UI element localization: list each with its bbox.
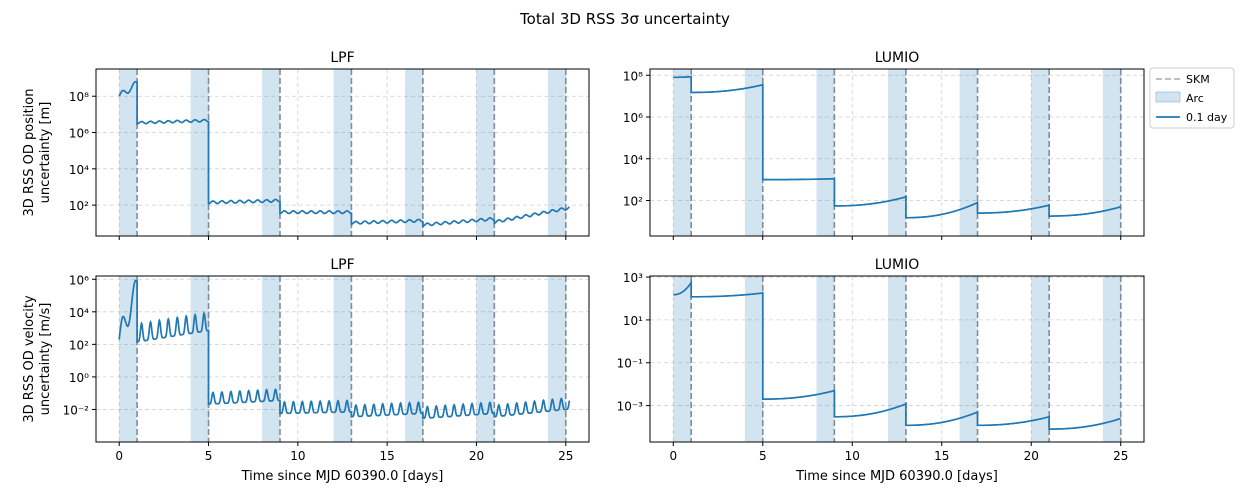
y-tick-label: 10⁴ bbox=[623, 153, 643, 167]
y-tick-label: 10⁶ bbox=[69, 273, 89, 287]
legend-label: 0.1 day bbox=[1186, 111, 1228, 124]
y-tick-label: 10⁻³ bbox=[617, 400, 644, 414]
arc-band bbox=[333, 69, 352, 236]
arc-band bbox=[673, 276, 692, 442]
subplot-title: LPF bbox=[330, 50, 354, 66]
plot-area bbox=[96, 69, 589, 236]
arc-band bbox=[888, 276, 906, 442]
arc-band bbox=[405, 276, 423, 442]
arc-band bbox=[959, 69, 978, 236]
series-line-0-1-day bbox=[673, 279, 1121, 430]
x-tick-label: 10 bbox=[290, 449, 305, 463]
y-tick-label: 10³ bbox=[623, 271, 643, 285]
subplot-4: 0 5 10 15 20 25 10⁻³ 10⁻¹ 10¹ 10³ LUMIO Time since … bbox=[617, 257, 1145, 484]
arc-band bbox=[476, 69, 495, 236]
subplot-title: LUMIO bbox=[875, 257, 920, 273]
arc-band bbox=[405, 69, 423, 236]
legend-label: Arc bbox=[1186, 92, 1204, 105]
y-axis-label: uncertainty [m] bbox=[38, 102, 53, 204]
legend-box bbox=[1149, 67, 1235, 129]
arc-band bbox=[673, 69, 692, 236]
x-tick-label: 0 bbox=[669, 449, 677, 463]
y-axis-label: uncertainty [m/s] bbox=[38, 303, 53, 416]
arc-band bbox=[262, 276, 280, 442]
series-line-0-1-day bbox=[118, 279, 571, 420]
arc-band bbox=[119, 276, 138, 442]
axes-frame bbox=[95, 68, 590, 237]
y-tick-label: 10⁶ bbox=[623, 111, 643, 125]
arc-band bbox=[1102, 69, 1121, 236]
x-tick-label: 25 bbox=[1113, 449, 1128, 463]
plot-area bbox=[96, 276, 589, 442]
arc-band bbox=[816, 69, 835, 236]
x-axis-label: Time since MJD 60390.0 [days] bbox=[241, 469, 444, 484]
x-axis-label: Time since MJD 60390.0 [days] bbox=[795, 469, 998, 484]
series-line-0-1-day bbox=[118, 80, 570, 227]
arc-band bbox=[744, 276, 763, 442]
x-tick-label: 0 bbox=[115, 449, 123, 463]
axes-frame bbox=[649, 275, 1145, 443]
plot-area bbox=[650, 276, 1144, 442]
x-tick-label: 20 bbox=[469, 449, 484, 463]
subplot-title: LPF bbox=[330, 257, 354, 273]
legend-swatch-arc bbox=[1155, 91, 1181, 103]
y-tick-label: 10⁴ bbox=[69, 163, 89, 177]
arc-band bbox=[190, 276, 209, 442]
x-tick-label: 15 bbox=[380, 449, 395, 463]
y-axis-label: 3D RSS OD position bbox=[22, 89, 37, 217]
arc-band bbox=[476, 276, 495, 442]
arc-band bbox=[959, 276, 978, 442]
arc-band bbox=[888, 69, 906, 236]
y-axis-label: 3D RSS OD velocity bbox=[22, 295, 37, 423]
arc-band bbox=[1102, 276, 1121, 442]
arc-band bbox=[333, 276, 352, 442]
axes-frame bbox=[95, 275, 590, 443]
y-tick-label: 10⁻¹ bbox=[617, 357, 644, 371]
x-tick-label: 5 bbox=[759, 449, 767, 463]
x-tick-label: 20 bbox=[1024, 449, 1039, 463]
arc-band bbox=[547, 69, 566, 236]
y-tick-label: 10⁻² bbox=[63, 403, 90, 417]
subplot-1: 10² 10⁴ 10⁶ 10⁸ LPF 3D RSS OD position uncerta… bbox=[22, 50, 590, 240]
subplot-2: 10² 10⁴ 10⁶ 10⁸ LUMIO bbox=[623, 50, 1145, 240]
y-tick-label: 10² bbox=[69, 199, 89, 213]
arc-band bbox=[190, 69, 209, 236]
subplot-3: 0 5 10 15 20 25 10⁻² 10⁰ 10² 10⁴ 10⁶ LPF Time since … bbox=[22, 257, 590, 484]
arc-band bbox=[547, 276, 566, 442]
y-tick-label: 10² bbox=[69, 338, 89, 352]
arc-band bbox=[119, 69, 138, 236]
x-tick-label: 5 bbox=[205, 449, 213, 463]
x-tick-label: 10 bbox=[845, 449, 860, 463]
y-tick-label: 10¹ bbox=[623, 314, 643, 328]
figure-title: Total 3D RSS 3σ uncertainty bbox=[519, 10, 730, 28]
subplot-title: LUMIO bbox=[875, 50, 920, 66]
y-tick-label: 10⁰ bbox=[69, 371, 89, 385]
x-tick-label: 15 bbox=[934, 449, 949, 463]
arc-band bbox=[1031, 276, 1050, 442]
y-tick-label: 10⁸ bbox=[623, 69, 643, 83]
y-tick-label: 10⁸ bbox=[69, 90, 89, 104]
arc-band bbox=[262, 69, 280, 236]
arc-band bbox=[1031, 69, 1050, 236]
y-tick-label: 10² bbox=[623, 195, 643, 209]
series-line-0-1-day bbox=[673, 75, 1121, 219]
axes-frame bbox=[649, 68, 1145, 237]
y-tick-label: 10⁴ bbox=[69, 306, 89, 320]
plot-area bbox=[650, 69, 1144, 236]
arc-band bbox=[816, 276, 835, 442]
legend-label: SKM bbox=[1186, 73, 1210, 86]
legend: SKM Arc 0.1 day bbox=[1149, 67, 1235, 129]
x-tick-label: 25 bbox=[558, 449, 573, 463]
arc-band bbox=[744, 69, 763, 236]
y-tick-label: 10⁶ bbox=[69, 127, 89, 141]
